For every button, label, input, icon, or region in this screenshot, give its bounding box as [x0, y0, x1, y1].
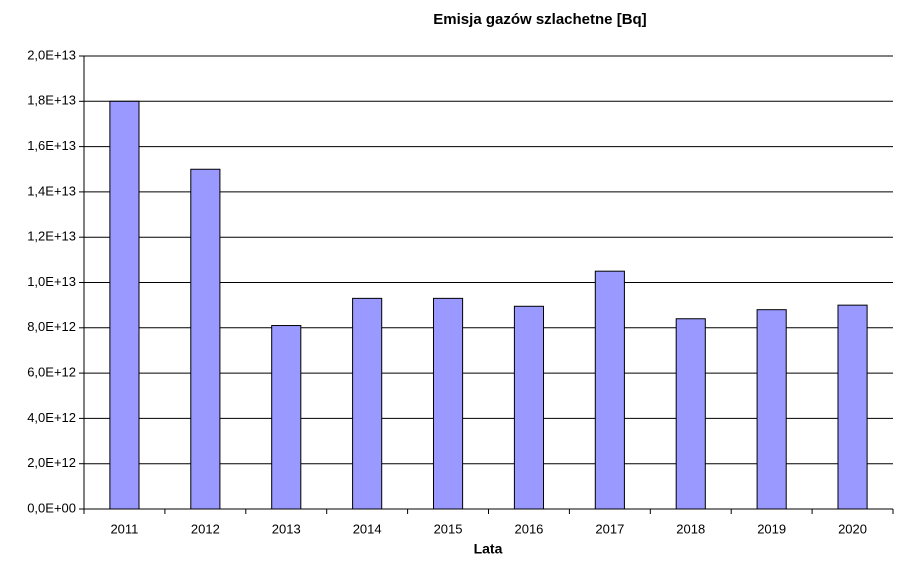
bar [675, 318, 706, 510]
bar [432, 297, 464, 510]
x-tick-label: 2019 [757, 521, 786, 536]
bar [837, 304, 868, 510]
y-tick-label: 0,0E+00 [27, 500, 76, 515]
x-axis-title: Lata [474, 541, 503, 557]
y-tick-label: 1,8E+13 [27, 93, 76, 108]
bar [594, 270, 625, 510]
y-tick-label: 1,6E+13 [27, 138, 76, 153]
x-tick-label: 2018 [676, 521, 705, 536]
bar [352, 297, 383, 510]
x-tick-label: 2016 [514, 521, 543, 536]
bar [756, 309, 787, 510]
x-tick-label: 2017 [595, 521, 624, 536]
x-tick-label: 2015 [434, 521, 463, 536]
y-tick-label: 2,0E+12 [27, 455, 76, 470]
y-tick-label: 6,0E+12 [27, 365, 76, 380]
x-tick-label: 2020 [838, 521, 867, 536]
y-tick-label: 2,0E+13 [27, 47, 76, 62]
y-tick-label: 1,4E+13 [27, 183, 76, 198]
y-tick-label: 1,2E+13 [27, 229, 76, 244]
x-tick-label: 2012 [191, 521, 220, 536]
x-tick-label: 2014 [353, 521, 382, 536]
bar [271, 325, 302, 510]
y-tick-label: 1,0E+13 [27, 274, 76, 289]
bar [513, 305, 545, 510]
x-tick-label: 2011 [110, 521, 138, 536]
chart-title: Emisja gazów szlachetne [Bq] [433, 11, 646, 28]
bar [109, 100, 140, 510]
y-tick-label: 8,0E+12 [27, 319, 76, 334]
y-tick-label: 4,0E+12 [27, 410, 76, 425]
x-tick-label: 2013 [272, 521, 301, 536]
bar [190, 168, 221, 510]
